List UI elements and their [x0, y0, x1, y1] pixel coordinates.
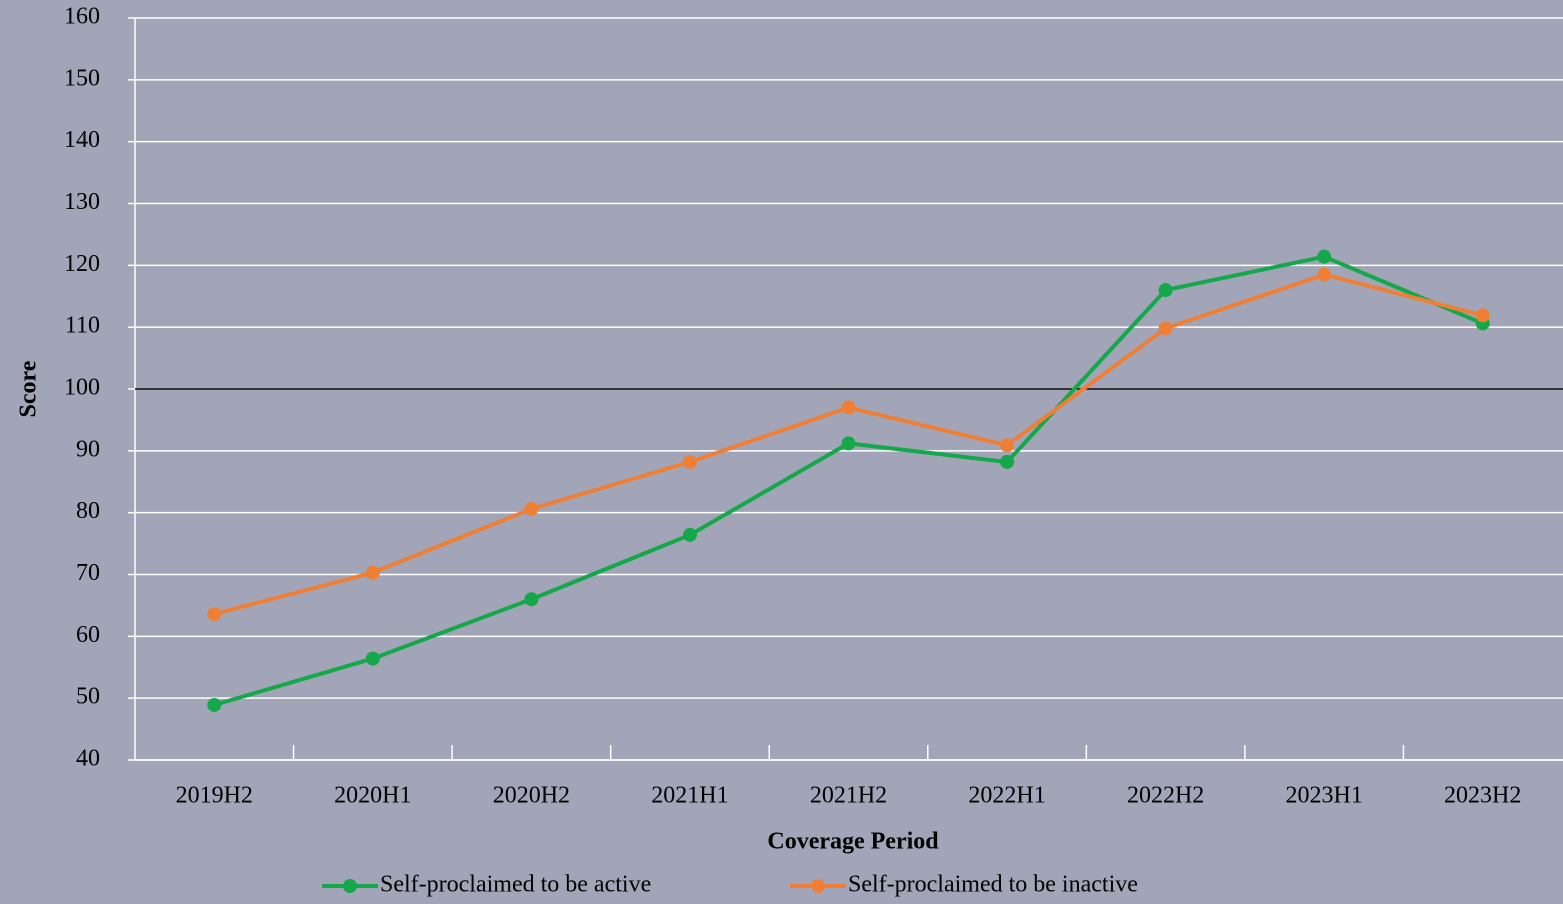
- x-tick-label: 2022H1: [968, 783, 1045, 809]
- x-tick-label: 2023H2: [1444, 783, 1521, 809]
- data-point: [1158, 321, 1173, 336]
- y-tick-label: 150: [64, 65, 100, 91]
- data-point: [207, 697, 222, 712]
- y-tick-label: 50: [76, 684, 100, 710]
- data-point: [841, 436, 856, 451]
- x-axis-label: Coverage Period: [767, 829, 939, 855]
- data-point: [841, 400, 856, 415]
- x-tick-label: 2020H2: [493, 783, 570, 809]
- data-point: [1317, 267, 1332, 282]
- x-tick-label: 2021H2: [810, 783, 887, 809]
- series-line: [213, 254, 1484, 707]
- data-point: [365, 565, 380, 580]
- y-tick-label: 90: [76, 436, 100, 462]
- y-tick-label: 60: [76, 622, 100, 648]
- data-point: [1000, 454, 1015, 469]
- x-tick-label: 2023H1: [1285, 783, 1362, 809]
- y-tick-label: 70: [76, 560, 100, 586]
- y-tick-label: 140: [64, 127, 100, 153]
- y-tick-label: 160: [64, 4, 100, 30]
- x-tick-label: 2020H1: [334, 783, 411, 809]
- y-tick-label: 40: [76, 746, 100, 772]
- y-tick-label: 110: [65, 313, 100, 339]
- data-point: [207, 607, 222, 622]
- data-point: [1317, 249, 1332, 264]
- y-tick-label: 80: [76, 498, 100, 524]
- legend-label: Self-proclaimed to be active: [380, 872, 651, 898]
- data-point: [1475, 308, 1490, 323]
- x-tick-label: 2019H2: [176, 783, 253, 809]
- data-point: [524, 592, 539, 607]
- legend-marker: [343, 879, 357, 893]
- legend-label: Self-proclaimed to be inactive: [848, 872, 1138, 898]
- y-axis-label: Score: [16, 360, 42, 417]
- data-point: [1158, 283, 1173, 298]
- y-tick-label: 100: [64, 375, 100, 401]
- data-point: [524, 501, 539, 516]
- data-point: [365, 651, 380, 666]
- x-tick-label: 2021H1: [651, 783, 728, 809]
- legend-marker: [811, 879, 825, 893]
- y-tick-label: 130: [64, 189, 100, 215]
- data-point: [1000, 438, 1015, 453]
- y-tick-label: 120: [64, 251, 100, 277]
- data-point: [682, 527, 697, 542]
- data-point: [682, 454, 697, 469]
- x-tick-label: 2022H2: [1127, 783, 1204, 809]
